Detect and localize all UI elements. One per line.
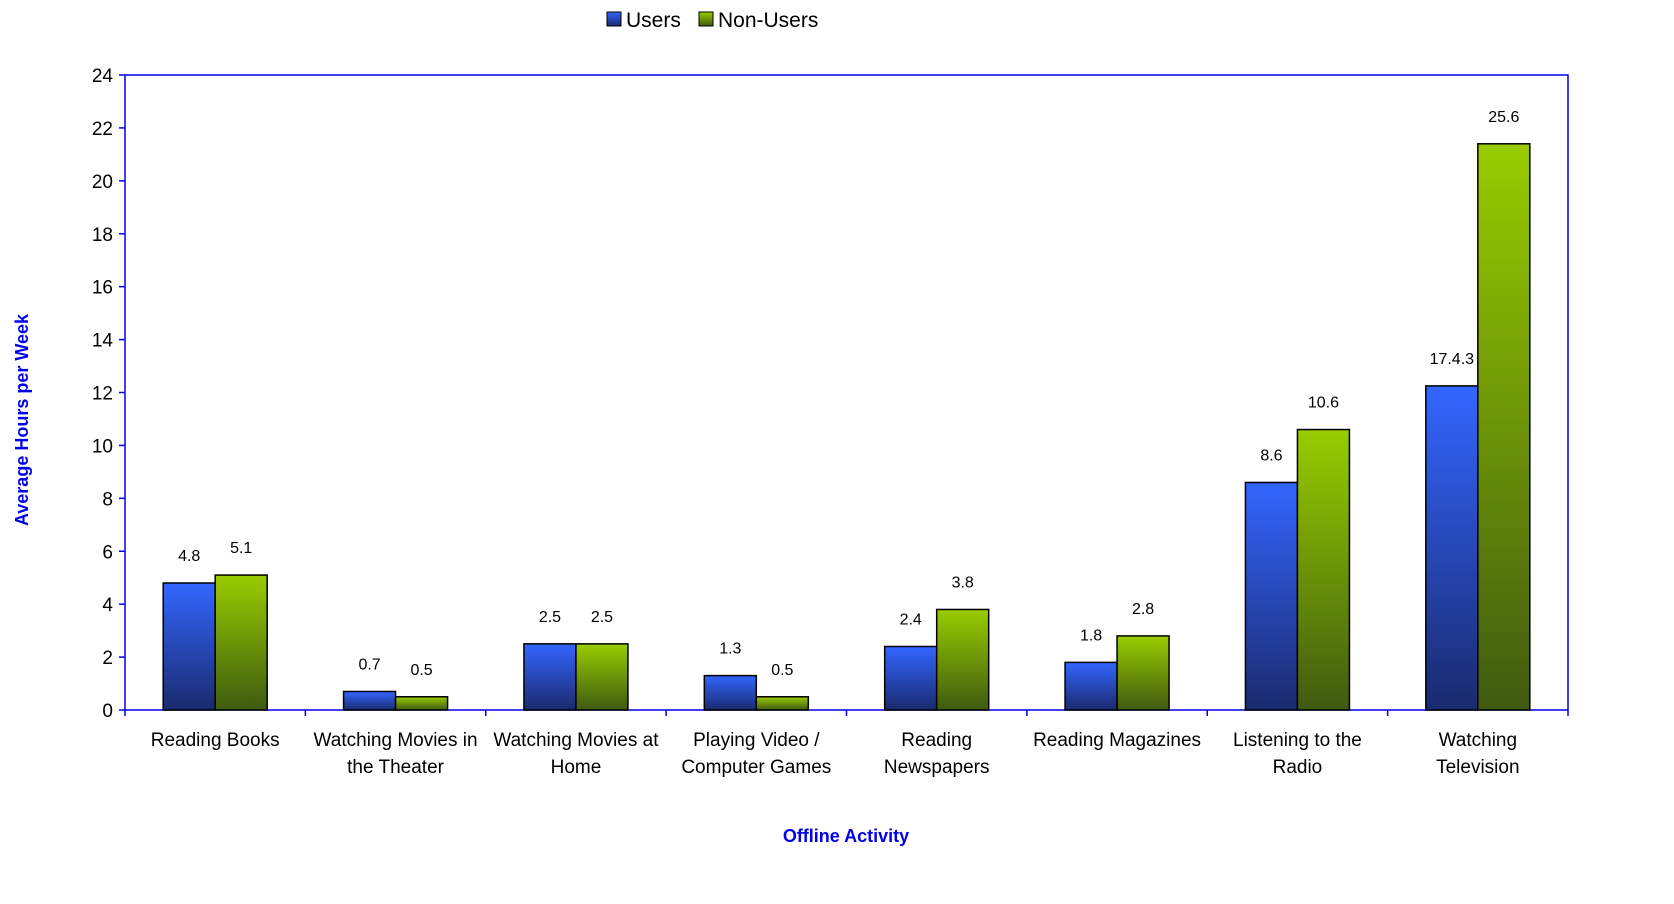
data-label: 3.8	[952, 574, 974, 591]
x-category-label: Computer Games	[681, 757, 831, 778]
x-category-label: Reading Magazines	[1033, 730, 1201, 751]
x-category-label: Watching Movies in	[314, 730, 478, 751]
data-label: 1.3	[719, 641, 741, 658]
data-label: 8.6	[1260, 447, 1282, 464]
data-label: 2.5	[539, 609, 561, 626]
y-tick-label: 20	[92, 172, 113, 193]
y-axis-title: Average Hours per Week	[12, 313, 32, 526]
y-tick-label: 18	[92, 225, 113, 246]
bar-users	[703, 674, 758, 711]
y-tick-label: 22	[92, 119, 113, 140]
bar-users	[883, 645, 938, 711]
y-tick-label: 10	[92, 436, 113, 457]
y-tick-label: 12	[92, 384, 113, 405]
x-category-label: Home	[551, 757, 602, 778]
data-label: 10.6	[1308, 395, 1339, 412]
x-axis-title: Offline Activity	[783, 826, 909, 846]
data-label: 2.4	[900, 612, 922, 629]
bar-non-users	[1116, 635, 1170, 711]
legend-swatch-users	[606, 11, 622, 27]
bar-non-users	[394, 696, 449, 711]
legend-swatch-non-users	[698, 11, 714, 27]
legend: Users Non-Users	[606, 9, 818, 32]
data-label: 2.5	[591, 609, 613, 626]
bar-users	[523, 643, 577, 711]
data-label: 2.8	[1132, 601, 1154, 618]
y-tick-label: 8	[102, 489, 113, 510]
x-category-label: Newspapers	[884, 757, 990, 778]
x-category-label: Reading Books	[151, 730, 280, 751]
x-category-label: Reading	[901, 730, 972, 751]
bar-users	[342, 690, 397, 711]
data-label: 0.7	[358, 656, 380, 673]
y-tick-label: 14	[92, 331, 114, 352]
y-tick-label: 6	[102, 542, 113, 563]
bar-users	[162, 582, 216, 711]
bar-non-users	[1296, 428, 1351, 711]
x-category-label: Listening to the	[1233, 730, 1362, 751]
bar-users	[1064, 661, 1118, 711]
bar-non-users	[214, 574, 268, 711]
legend-label-non-users: Non-Users	[718, 9, 818, 32]
data-label: 17.4.3	[1430, 351, 1475, 368]
bar-non-users	[935, 608, 990, 711]
bar-non-users	[575, 643, 629, 711]
data-label: 1.8	[1080, 627, 1102, 644]
data-label: 0.5	[410, 662, 432, 679]
y-tick-label: 16	[92, 278, 113, 299]
x-category-label: the Theater	[347, 757, 445, 778]
x-category-label: Watching Movies at	[493, 730, 659, 751]
data-label: 0.5	[771, 662, 793, 679]
x-category-label: Radio	[1273, 757, 1323, 778]
x-category-label: Watching	[1439, 730, 1518, 751]
y-tick-label: 24	[92, 66, 114, 87]
data-label: 4.8	[178, 548, 200, 565]
legend-label-users: Users	[626, 9, 681, 32]
bar-users	[1244, 481, 1299, 711]
bar-non-users	[755, 696, 810, 711]
y-tick-label: 0	[102, 701, 113, 722]
y-tick-label: 2	[102, 648, 113, 669]
x-category-label: Playing Video /	[693, 730, 820, 751]
plot-frame	[124, 74, 1569, 711]
data-label: 5.1	[230, 540, 252, 557]
y-tick-label: 4	[102, 595, 113, 616]
data-label: 25.6	[1488, 109, 1519, 126]
bar-non-users	[1477, 143, 1531, 711]
x-category-label: Television	[1436, 757, 1519, 778]
bar-users	[1425, 385, 1479, 711]
